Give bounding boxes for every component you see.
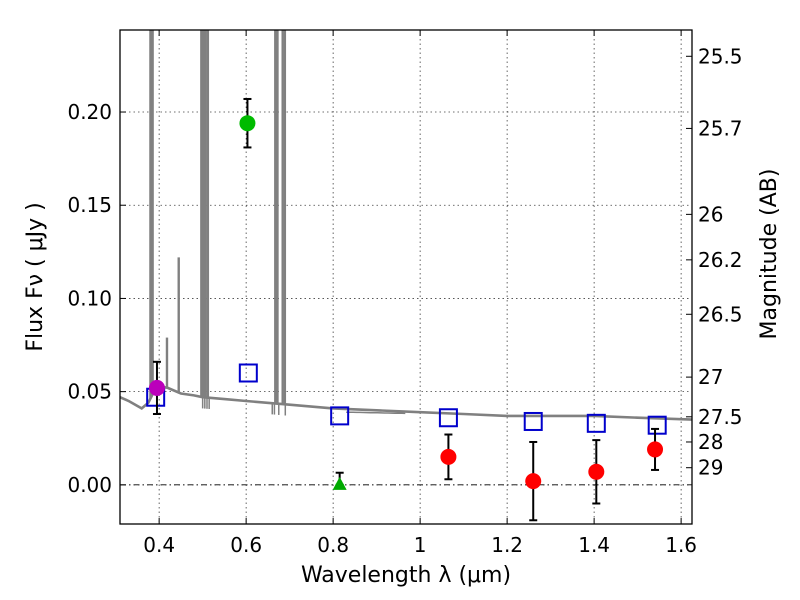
y2-axis-label: Magnitude (AB) <box>757 169 782 340</box>
y2-tick-label: 25.7 <box>698 116 743 140</box>
x-tick-label: 0.6 <box>230 533 262 557</box>
synthetic-photometry-square <box>647 415 667 435</box>
y-tick-label: 0.20 <box>67 100 112 124</box>
x-tick-label: 1.6 <box>665 533 697 557</box>
synthetic-photometry-square <box>438 408 458 428</box>
synthetic-photometry-square <box>586 413 606 433</box>
y2-tick-label: 25.5 <box>698 44 743 68</box>
y-tick-label: 0.00 <box>67 473 112 497</box>
hst-photometry-point <box>525 473 542 490</box>
y-tick-label: 0.05 <box>67 380 112 404</box>
synthetic-photometry-square <box>523 411 543 431</box>
uv-detection-point <box>148 379 165 396</box>
y2-tick-label: 26 <box>698 202 723 226</box>
y2-tick-label: 26.2 <box>698 248 743 272</box>
plot-frame <box>119 29 693 525</box>
hst-photometry-point <box>647 441 664 458</box>
x-tick-label: 1.2 <box>491 533 523 557</box>
hst-photometry-point <box>440 448 457 465</box>
y2-tick-label: 26.5 <box>698 302 743 326</box>
y-axis-label: Flux Fν ( μJy ) <box>23 202 48 351</box>
upper-limit-triangle <box>332 476 347 490</box>
x-axis-label: Wavelength λ (μm) <box>301 563 511 588</box>
y2-tick-label: 27 <box>698 365 723 389</box>
synthetic-photometry-square <box>238 363 258 383</box>
x-tick-label: 0.8 <box>317 533 349 557</box>
x-tick-label: 0.4 <box>143 533 175 557</box>
y-tick-label: 0.10 <box>67 286 112 310</box>
synthetic-photometry-square <box>330 406 350 426</box>
ticks: 0.4 0.6 0.8 1 1.2 1.4 1.6 0.00 0.05 0.10 0.15 0.20 2… <box>67 30 743 557</box>
y2-tick-label: 27.5 <box>698 405 743 429</box>
plot-area <box>120 30 692 522</box>
x-tick-label: 1.4 <box>578 533 610 557</box>
y2-tick-label: 29 <box>698 456 723 480</box>
optical-detection-point <box>239 115 256 132</box>
model-spectrum-features <box>346 411 406 415</box>
y-tick-label: 0.15 <box>67 193 112 217</box>
x-tick-label: 1 <box>414 533 427 557</box>
y2-tick-label: 28 <box>698 430 723 454</box>
hst-photometry-point <box>588 463 605 480</box>
